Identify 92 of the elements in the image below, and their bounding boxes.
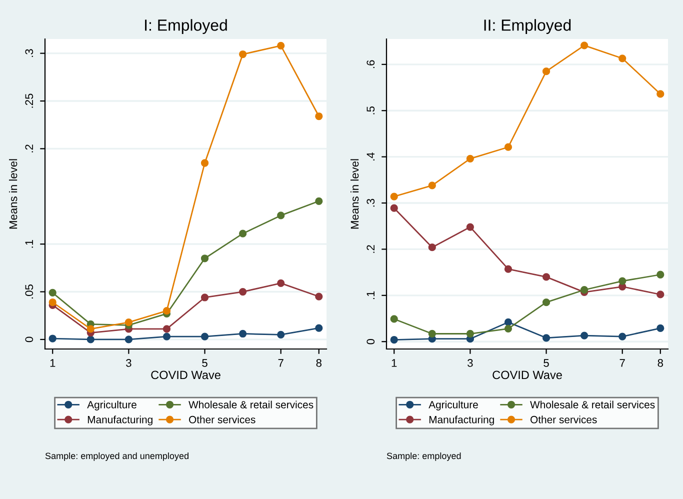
x-tick-label: 8 <box>658 359 663 367</box>
y-axis-title: Means in level <box>350 159 359 229</box>
x-tick-label: 5 <box>544 359 549 367</box>
chart-title: I: Employed <box>145 19 227 34</box>
point <box>542 273 550 281</box>
point <box>48 288 56 297</box>
y-tick-label: .25 <box>25 94 34 108</box>
point <box>315 292 323 300</box>
point <box>656 290 664 298</box>
point <box>390 192 398 200</box>
x-tick-label: 5 <box>202 359 208 367</box>
y-tick-label: .2 <box>366 245 374 253</box>
point <box>618 277 626 285</box>
x-tick-label: 3 <box>468 359 473 367</box>
text: Sample: employed and unemployed <box>45 452 188 461</box>
point <box>238 50 247 58</box>
point <box>124 336 133 344</box>
point <box>315 324 323 332</box>
point <box>466 223 474 231</box>
y-tick-label: 0 <box>25 336 34 342</box>
legend-label: Manufacturing <box>429 416 494 426</box>
y-tick-label: .3 <box>25 49 34 57</box>
point <box>504 143 512 151</box>
point <box>390 336 398 344</box>
point <box>504 324 512 332</box>
legend-label: Other services <box>189 416 256 424</box>
point <box>656 324 664 332</box>
point <box>618 54 626 62</box>
point <box>542 334 550 342</box>
point <box>390 315 398 323</box>
point <box>200 332 209 340</box>
point <box>315 197 323 205</box>
x-tick-label: 7 <box>278 359 284 367</box>
legend-label: Agriculture <box>428 400 478 410</box>
point <box>86 336 94 344</box>
point <box>580 42 588 50</box>
y-tick-label: .2 <box>25 144 33 152</box>
legend-label: Agriculture <box>87 400 136 410</box>
point <box>315 112 323 120</box>
x-axis-title: COVID Wave <box>492 370 562 380</box>
point <box>428 182 436 190</box>
point <box>162 325 171 333</box>
point <box>428 244 436 252</box>
y-tick-label: .4 <box>366 152 374 160</box>
legend-label: Other services <box>530 416 597 424</box>
point <box>428 330 436 338</box>
point <box>277 212 285 220</box>
point <box>238 288 247 296</box>
y-axis-title: Means in level <box>9 159 18 229</box>
point <box>238 230 247 238</box>
point <box>48 334 56 342</box>
x-tick-label: 8 <box>316 359 322 367</box>
point <box>277 330 285 339</box>
point <box>277 42 285 50</box>
chart-title: II: Employed <box>484 19 571 34</box>
x-axis-title: COVID Wave <box>151 370 220 380</box>
point <box>504 318 512 326</box>
point <box>504 265 512 273</box>
point <box>238 330 247 338</box>
point <box>162 307 171 315</box>
text: Sample: employed <box>386 452 461 461</box>
point <box>390 204 398 212</box>
point <box>618 332 626 340</box>
x-tick-label: 3 <box>126 359 132 367</box>
x-tick-label: 7 <box>620 359 625 367</box>
legend-label: Wholesale & retail services <box>188 400 314 408</box>
legend-label: Manufacturing <box>88 416 152 426</box>
point <box>124 318 133 326</box>
point <box>466 330 474 338</box>
y-tick-label: .1 <box>25 240 33 248</box>
point <box>542 298 550 306</box>
point <box>656 270 664 278</box>
point <box>200 254 209 262</box>
y-tick-label: .05 <box>25 284 34 298</box>
point <box>277 279 285 288</box>
x-tick-label: 1 <box>50 359 56 367</box>
point <box>466 154 474 162</box>
y-tick-label: .6 <box>366 60 375 68</box>
point <box>656 90 664 98</box>
point <box>162 332 171 340</box>
y-tick-label: 0 <box>366 338 375 344</box>
y-tick-label: .5 <box>366 106 375 114</box>
legend-label: Wholesale & retail services <box>530 400 655 408</box>
y-tick-label: .1 <box>366 291 374 300</box>
point <box>580 332 588 340</box>
x-tick-label: 1 <box>392 359 397 367</box>
point <box>542 68 550 76</box>
point <box>200 159 209 167</box>
point <box>86 325 94 333</box>
point <box>200 294 209 302</box>
point <box>48 298 56 306</box>
y-tick-label: .3 <box>366 198 375 207</box>
